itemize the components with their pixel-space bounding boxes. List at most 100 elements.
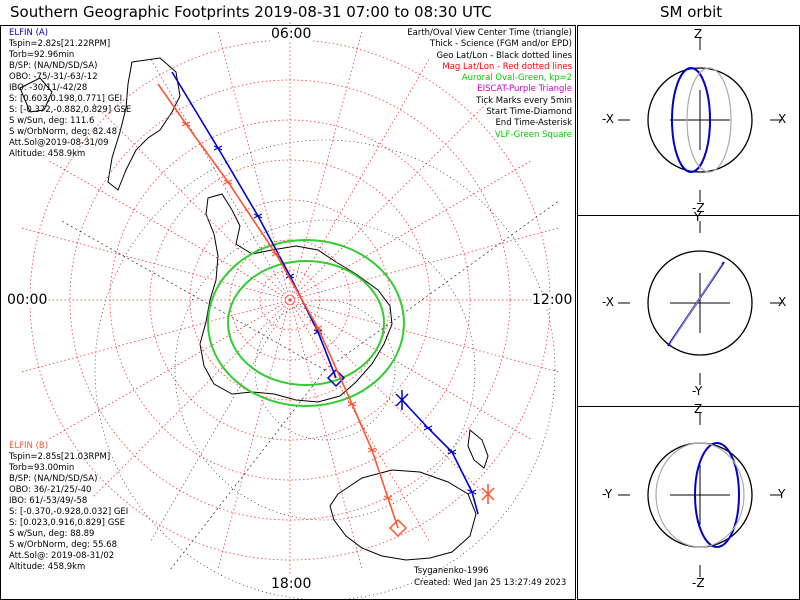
sm-orbit-elfin-a xyxy=(694,442,740,548)
antarctica-landmass xyxy=(199,193,393,403)
elfin-b-line: Torb=93.00min xyxy=(9,463,75,473)
elfin-b-line: B/SP: (NA/ND/SD/SA) xyxy=(9,474,98,484)
australia-landmass xyxy=(329,469,477,561)
sm-orbit-elfin-b xyxy=(669,263,723,345)
mag-longitude-line xyxy=(91,299,291,499)
legend-entry: Mag Lat/Lon - Red dotted lines xyxy=(442,61,572,72)
mag-longitude-line xyxy=(149,299,291,543)
sm-axis-label-bottom: -Z xyxy=(692,576,705,590)
south-america-landmass xyxy=(107,57,181,191)
elfin-b-tick xyxy=(223,179,233,185)
legend-entry: Auroral Oval-Green, kp=2 xyxy=(461,73,572,84)
geo-latitude-circle xyxy=(254,299,396,441)
elfin-b-info: ELFIN (B) Tspin=2.85s[21.03RPM] Torb=93.0… xyxy=(9,441,128,573)
sm-axis-label-bottom: -Z xyxy=(692,201,705,215)
africa-tip-landmass xyxy=(19,77,53,113)
mag-longitude-line xyxy=(289,159,533,301)
legend-entry: Earth/Oval View Center Time (triangle) xyxy=(407,28,572,38)
elfin-b-line: S: [0.023,0.916,0.829] GSE xyxy=(9,518,126,528)
main-title: Southern Geographic Footprints 2019-08-3… xyxy=(10,3,492,21)
elfin-a-info: ELFIN (A) Tspin=2.82s[21.22RPM] Torb=92.9… xyxy=(9,28,131,160)
elfin-b-line: OBO: 36/-21/25/-40 xyxy=(9,485,92,495)
elfin-a-line: IBO: -30/11/-42/28 xyxy=(9,83,88,93)
elfin-a-tick xyxy=(423,425,433,431)
geo-latitude-circle xyxy=(94,139,556,600)
sm-orbit-title: SM orbit xyxy=(660,3,723,21)
mag-longitude-line xyxy=(47,299,291,441)
mlt-label-top: 06:00 xyxy=(270,26,313,42)
elfin-a-line: S w/Sun, deg: 111.6 xyxy=(9,116,95,126)
mlt-label-bottom: 18:00 xyxy=(270,576,313,592)
elfin-b-line: Altitude: 458.9km xyxy=(9,562,86,572)
auroral-oval-inner xyxy=(227,260,385,386)
legend-entry: Start Time-Diamond xyxy=(486,107,572,118)
sm-axis-label-right: X xyxy=(778,112,787,126)
mag-longitude-line xyxy=(289,57,431,301)
sm-orbit-elfin-b xyxy=(686,67,732,173)
model-credit: Tsyganenko-1996 xyxy=(414,566,489,576)
sm-axis-label-left: -X xyxy=(602,112,614,126)
elfin-a-line: Att.Sol@2019-08-31/09 xyxy=(9,138,109,148)
elfin-b-end-asterisk xyxy=(481,484,495,504)
mlt-label-left: 00:00 xyxy=(6,292,49,308)
elfin-b-tick xyxy=(313,325,323,331)
mag-longitude-line xyxy=(47,159,291,301)
created-timestamp: Created: Wed Jan 25 13:27:49 2023 xyxy=(414,578,567,588)
elfin-b-tick xyxy=(271,251,281,257)
legend-entry: VLF-Green Square xyxy=(494,129,572,140)
elfin-b-track xyxy=(157,83,399,529)
sm-axis-label-bottom: -Y xyxy=(692,384,703,398)
mag-longitude-line xyxy=(289,101,489,301)
elfin-a-line: S: [-0.372,-0.882,0.829] GSE xyxy=(9,105,132,115)
elfin-b-line: Tspin=2.85s[21.03RPM] xyxy=(9,452,111,462)
mag-longitude-line xyxy=(289,299,561,373)
mag-longitude-line xyxy=(19,299,291,373)
mag-longitude-line xyxy=(217,299,291,571)
elfin-a-line: Altitude: 458.9km xyxy=(9,149,86,159)
legend-entry: Geo Lat/Lon - Black dotted lines xyxy=(436,50,572,61)
elfin-b-start-diamond xyxy=(388,518,408,538)
mag-longitude-line xyxy=(289,299,533,441)
map-legend: Earth/Oval View Center Time (triangle) Th… xyxy=(407,28,572,141)
mag-longitude-line xyxy=(19,227,291,301)
legend-entry: Tick Marks every 5min xyxy=(476,95,572,106)
mag-longitude-line xyxy=(289,299,363,571)
elfin-a-line: S w/OrbNorm, deg: 82.48 xyxy=(9,127,118,137)
geo-longitude-line xyxy=(324,199,561,371)
auroral-oval-outer xyxy=(207,239,405,407)
elfin-b-title: ELFIN (B) xyxy=(9,441,49,451)
sm-axis-label-left: -X xyxy=(602,295,614,309)
new-zealand-landmass xyxy=(467,429,489,469)
sm-axis-label-right: Y xyxy=(778,487,786,501)
elfin-b-tick xyxy=(383,495,393,501)
sm-earth-circle xyxy=(647,67,753,173)
mlt-label-right: 12:00 xyxy=(531,292,574,308)
sm-axis-label-top: Y xyxy=(694,210,702,224)
sm-axis-label-right: X xyxy=(778,295,787,309)
mag-longitude-line xyxy=(289,29,363,301)
elfin-a-line: S: [0.603,0.198,0.771] GEI xyxy=(9,94,123,104)
elfin-a-tick xyxy=(253,213,263,219)
elfin-a-title: ELFIN (A) xyxy=(9,28,49,38)
elfin-a-track xyxy=(171,71,337,379)
elfin-a-line: OBO: -75/-31/-63/-12 xyxy=(9,72,98,82)
geo-longitude-line xyxy=(59,219,326,371)
sm-earth-circle xyxy=(647,250,753,356)
elfin-b-tick xyxy=(181,121,191,127)
elfin-b-line: S w/Sun, deg: 88.89 xyxy=(9,529,95,539)
sm-orbit-panels xyxy=(618,38,782,577)
sm-axis-label-left: -Y xyxy=(602,487,613,501)
footprint-tracks xyxy=(157,71,495,538)
elfin-b-line: S w/OrbNorm, deg: 55.68 xyxy=(9,540,118,550)
elfin-b-line: S: [-0.370,-0.928,0.032] GEI xyxy=(9,507,129,517)
sm-axis-label-top: Z xyxy=(694,27,703,41)
elfin-a-track-segment xyxy=(401,399,479,515)
sm-axis-label-top: Z xyxy=(694,402,703,416)
elfin-b-tick xyxy=(347,401,357,407)
sm-orbit-elfin-a xyxy=(671,67,711,173)
elfin-b-parameters: Tspin=2.85s[21.03RPM] Torb=93.00min B/SP: … xyxy=(9,452,128,573)
legend-entry: End Time-Asterisk xyxy=(495,118,572,129)
elfin-a-line: B/SP: (NA/ND/SD/SA) xyxy=(9,61,98,71)
elfin-b-tick xyxy=(367,447,377,453)
elfin-a-tick xyxy=(467,489,477,495)
